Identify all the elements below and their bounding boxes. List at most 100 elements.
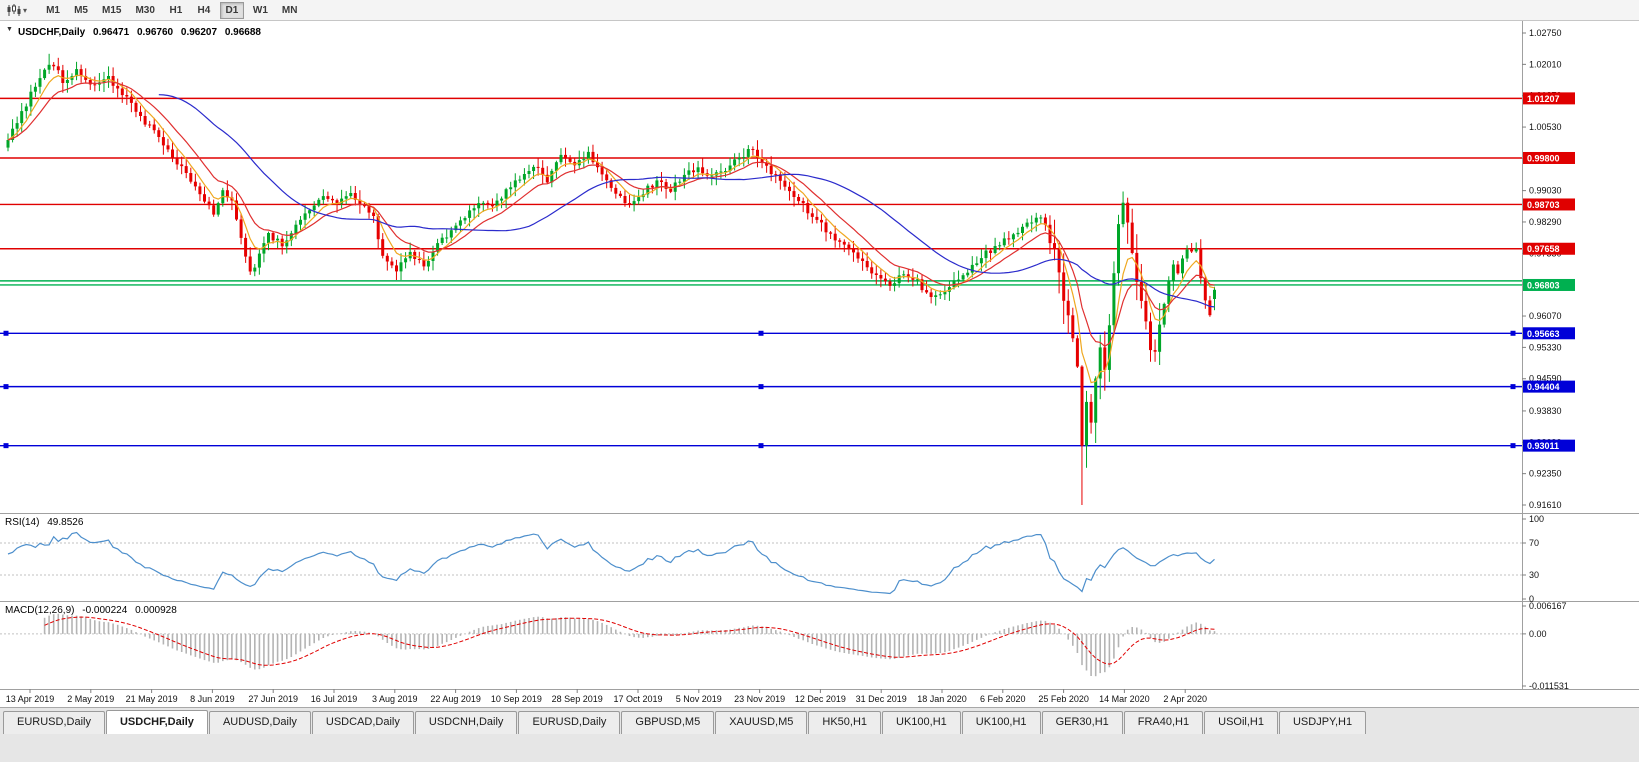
chart-tab-XAUUSD-M5[interactable]: XAUUSD,M5 (715, 711, 808, 734)
chart-tab-USDCAD-Daily[interactable]: USDCAD,Daily (311, 711, 414, 734)
candle (838, 238, 842, 248)
candle (134, 100, 138, 118)
chart-tab-EURUSD-Daily[interactable]: EURUSD,Daily (3, 711, 105, 734)
date-tick-label: 8 Jun 2019 (190, 694, 235, 704)
candle (312, 201, 316, 217)
one-click-trading-arrow[interactable]: ▼ (6, 26, 13, 33)
chart-tab-USOil-H1[interactable]: USOil,H1 (1204, 711, 1278, 734)
candle (998, 241, 1002, 251)
candle (193, 173, 197, 191)
ohlc-close: 0.96688 (224, 27, 261, 38)
candle (212, 199, 216, 217)
timeframe-button-M15[interactable]: M15 (102, 4, 122, 16)
candle (934, 290, 938, 306)
candle (203, 186, 206, 204)
candle (1057, 243, 1061, 294)
timeframe-button-H1[interactable]: H1 (169, 4, 183, 16)
candle (870, 260, 874, 279)
candle (148, 120, 152, 128)
candle (321, 189, 325, 205)
price-tick-label: 0.93830 (1529, 406, 1562, 416)
chart-tab-UK100-H1[interactable]: UK100,H1 (961, 711, 1041, 734)
candle (1112, 261, 1116, 335)
candle (902, 270, 906, 279)
candle (404, 252, 408, 269)
price-level-label: 0.99800 (1523, 151, 1575, 164)
chart-tab-UK100-H1[interactable]: UK100,H1 (882, 711, 961, 734)
candle (1075, 335, 1079, 368)
level-line-handle[interactable] (3, 443, 9, 449)
chart-type-dropdown-caret[interactable]: ▾ (23, 5, 28, 15)
chart-area[interactable]: 1.027501.020101.012701.005300.997900.990… (0, 21, 1639, 707)
candle (326, 191, 330, 202)
date-axis[interactable]: 13 Apr 2019 2 May 2019 21 May 2019 8 Jun 20… (6, 689, 1207, 704)
date-tick-label: 13 Apr 2019 (6, 694, 55, 704)
rsi-value: 49.8526 (47, 517, 84, 528)
date-tick-label: 2 May 2019 (67, 694, 114, 704)
candlestick-chart-icon[interactable] (6, 3, 21, 17)
candle (171, 141, 174, 163)
bottom-filler (0, 734, 1639, 762)
timeframe-button-D1[interactable]: D1 (219, 1, 244, 19)
chart-tab-GBPUSD-M5[interactable]: GBPUSD,M5 (621, 711, 715, 734)
candle (184, 158, 188, 179)
candle (664, 178, 668, 199)
timeframe-button-W1[interactable]: W1 (252, 4, 268, 16)
price-tick-label: 0.96070 (1529, 311, 1562, 321)
level-line-handle[interactable] (3, 330, 9, 336)
level-line-handle[interactable] (758, 443, 764, 449)
level-line-handle[interactable] (758, 330, 764, 336)
level-line-handle[interactable] (1510, 330, 1516, 336)
chart-tab-USDJPY-H1[interactable]: USDJPY,H1 (1278, 711, 1367, 734)
chart-tab-FRA40-H1[interactable]: FRA40,H1 (1123, 711, 1204, 734)
candle (381, 233, 385, 259)
candle (43, 68, 47, 80)
candle (253, 264, 257, 277)
candle (143, 110, 147, 127)
candle (1002, 232, 1006, 248)
timeframe-button-M30[interactable]: M30 (135, 4, 155, 16)
candle (1181, 255, 1184, 279)
candle (609, 178, 613, 192)
timeframe-button-M1[interactable]: M1 (46, 4, 60, 16)
timeframe-button-H4[interactable]: H4 (197, 4, 211, 16)
candle (52, 62, 56, 71)
candle (1089, 394, 1093, 434)
timeframe-button-MN[interactable]: MN (281, 4, 298, 16)
chart-tab-AUDUSD-Daily[interactable]: AUDUSD,Daily (208, 711, 311, 734)
timeframe-button-M5[interactable]: M5 (74, 4, 88, 16)
candle (966, 268, 970, 278)
macd-axis-label: 0.00 (1529, 629, 1547, 639)
rsi-axis-label: 0 (1529, 594, 1534, 604)
svg-text:0.94404: 0.94404 (1527, 382, 1560, 392)
chart-tab-USDCNH-Daily[interactable]: USDCNH,Daily (414, 711, 518, 734)
candle (1025, 218, 1029, 229)
candle (504, 187, 508, 208)
price-level-label: 0.96803 (1523, 278, 1575, 291)
horizontal-level-lines (0, 97, 1522, 449)
date-tick-label: 27 Jun 2019 (248, 694, 298, 704)
candle (797, 194, 801, 205)
chart-tab-HK50-H1[interactable]: HK50,H1 (808, 711, 882, 734)
candle (166, 138, 170, 153)
candle (929, 289, 933, 304)
chart-tab-GER30-H1[interactable]: GER30,H1 (1041, 711, 1123, 734)
chart-tab-EURUSD-Daily[interactable]: EURUSD,Daily (518, 711, 621, 734)
level-line-handle[interactable] (1510, 384, 1516, 390)
candle (952, 272, 956, 290)
date-tick-label: 23 Nov 2019 (734, 694, 785, 704)
candle (852, 241, 855, 262)
rsi-line (7, 531, 1215, 595)
candle (1071, 307, 1075, 343)
candle (413, 249, 417, 266)
level-line-handle[interactable] (3, 384, 9, 390)
candle (289, 230, 293, 247)
level-line-handle[interactable] (758, 384, 764, 390)
candle (509, 181, 513, 198)
rsi-axis-label: 70 (1529, 538, 1539, 548)
level-line-handle[interactable] (1510, 443, 1516, 449)
candle (372, 209, 376, 223)
chart-tab-USDCHF-Daily[interactable]: USDCHF,Daily (105, 710, 208, 734)
candle (1016, 227, 1020, 237)
candle (267, 231, 270, 251)
